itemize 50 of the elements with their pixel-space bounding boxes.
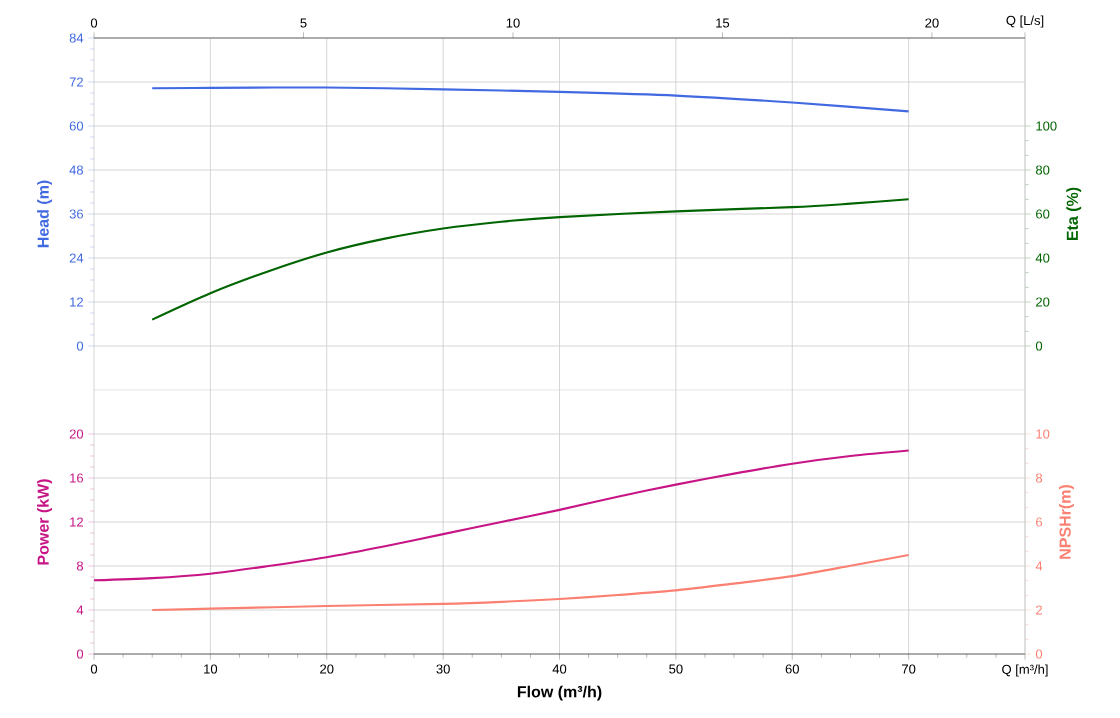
y2-tick-label: 20: [1036, 297, 1050, 307]
y2-tick-label: 6: [1036, 517, 1043, 527]
y-tick-label: 48: [69, 165, 84, 175]
y-tick-label: 4: [76, 605, 84, 615]
y2-tick-label: 4: [1035, 561, 1043, 571]
y-tick-label: 72: [69, 77, 83, 87]
y-tick-label: 12: [70, 517, 83, 527]
y-tick-label: 16: [70, 473, 84, 483]
y-tick-label: 60: [69, 121, 84, 131]
y2-tick-label: 2: [1036, 605, 1042, 615]
line-series: [151, 553, 910, 612]
x-tick-label: 20: [320, 664, 334, 674]
x-tick-label: 0: [90, 664, 98, 674]
y-tick-label: 20: [69, 429, 84, 439]
x-tick-label: Q [m³/h]: [1002, 664, 1048, 677]
y2-tick-label: 0: [1035, 649, 1043, 659]
y-tick-label: 36: [69, 209, 84, 219]
y-tick-label: 0: [76, 341, 84, 351]
y2-tick-label: 40: [1035, 253, 1050, 263]
y2-axis-title: Eta (%): [1066, 187, 1082, 241]
y-axis-title: Power (kW): [37, 479, 52, 565]
y-tick-label: 12: [70, 297, 83, 307]
y2-tick-label: 8: [1035, 473, 1043, 483]
y-tick-label: 84: [69, 33, 84, 43]
x-tick-label: 10: [204, 664, 218, 674]
x2-tick-label: 10: [506, 18, 520, 28]
y-tick-label: 24: [69, 253, 84, 263]
x-tick-label: 30: [436, 664, 450, 674]
y2-axis-title: NPSHr(m): [1059, 485, 1074, 559]
y2-tick-label: 60: [1036, 209, 1050, 219]
y-axis-title: Head (m): [37, 180, 52, 248]
line-series: [151, 86, 910, 113]
line-series: [151, 198, 910, 321]
y-tick-label: 8: [76, 561, 84, 571]
y-tick-label: 0: [76, 649, 84, 659]
x-tick-label: 70: [902, 664, 916, 674]
line-series: [94, 449, 910, 582]
x-tick-label: 50: [669, 664, 683, 674]
x2-tick-label: 0: [90, 18, 98, 28]
x2-tick-label: 5: [300, 18, 307, 28]
x2-tick-label: Q [L/s]: [1006, 15, 1044, 28]
x-tick-label: 60: [785, 664, 799, 674]
x-tick-label: 40: [552, 664, 567, 674]
x2-tick-label: 20: [925, 18, 939, 28]
y2-tick-label: 0: [1035, 341, 1043, 351]
y2-tick-label: 100: [1036, 121, 1057, 131]
y2-tick-label: 10: [1036, 429, 1050, 439]
y2-tick-label: 80: [1035, 165, 1050, 175]
x-axis-title: Flow (m³/h): [517, 685, 602, 701]
x2-tick-label: 15: [716, 18, 730, 28]
